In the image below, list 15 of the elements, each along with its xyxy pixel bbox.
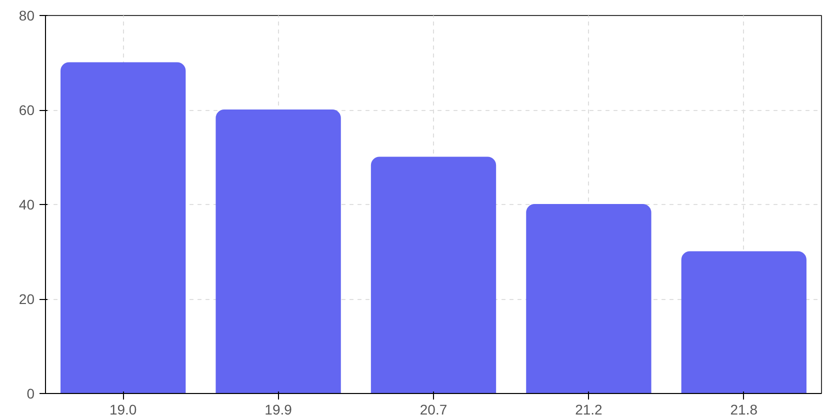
y-tick-label: 60 [18, 102, 35, 118]
x-tick-label: 21.8 [730, 402, 758, 417]
y-tick-label: 40 [18, 196, 35, 212]
x-tick-label: 19.0 [109, 402, 137, 417]
y-tick-label: 20 [18, 291, 35, 307]
y-tick-label: 80 [18, 8, 35, 24]
bar [216, 110, 341, 394]
bar [526, 204, 652, 394]
x-tick-label: 21.2 [575, 402, 603, 417]
bar [60, 62, 186, 394]
bar [681, 251, 806, 394]
x-tick-label: 20.7 [420, 402, 448, 417]
bar [370, 156, 496, 394]
y-tick-label: 0 [26, 386, 35, 402]
x-tick-label: 19.9 [264, 402, 292, 417]
